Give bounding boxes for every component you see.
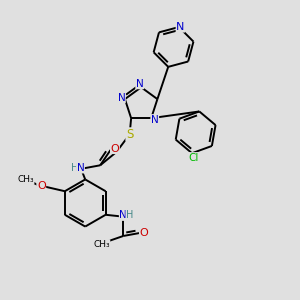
Text: N: N [151,115,159,124]
Text: N: N [118,93,125,103]
Text: H: H [126,210,134,220]
Text: CH₃: CH₃ [17,175,34,184]
Text: O: O [111,143,119,154]
Text: N: N [136,79,144,89]
Text: N: N [119,210,127,220]
Text: S: S [126,128,133,141]
Text: Cl: Cl [188,153,199,163]
Text: N: N [176,22,184,32]
Text: H: H [71,163,78,173]
Text: CH₃: CH₃ [93,240,110,249]
Text: N: N [76,163,84,173]
Text: O: O [140,228,148,238]
Text: O: O [37,181,46,191]
